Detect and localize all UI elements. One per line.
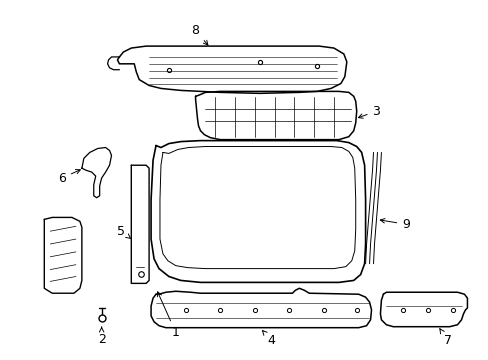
Text: 7: 7 [439, 329, 451, 347]
Text: 1: 1 [157, 292, 180, 339]
Text: 8: 8 [191, 24, 207, 45]
Text: 6: 6 [58, 170, 80, 185]
Text: 2: 2 [98, 327, 105, 346]
Text: 9: 9 [380, 218, 409, 231]
Text: 4: 4 [262, 330, 275, 347]
Text: 5: 5 [117, 225, 130, 239]
Text: 3: 3 [358, 105, 380, 118]
